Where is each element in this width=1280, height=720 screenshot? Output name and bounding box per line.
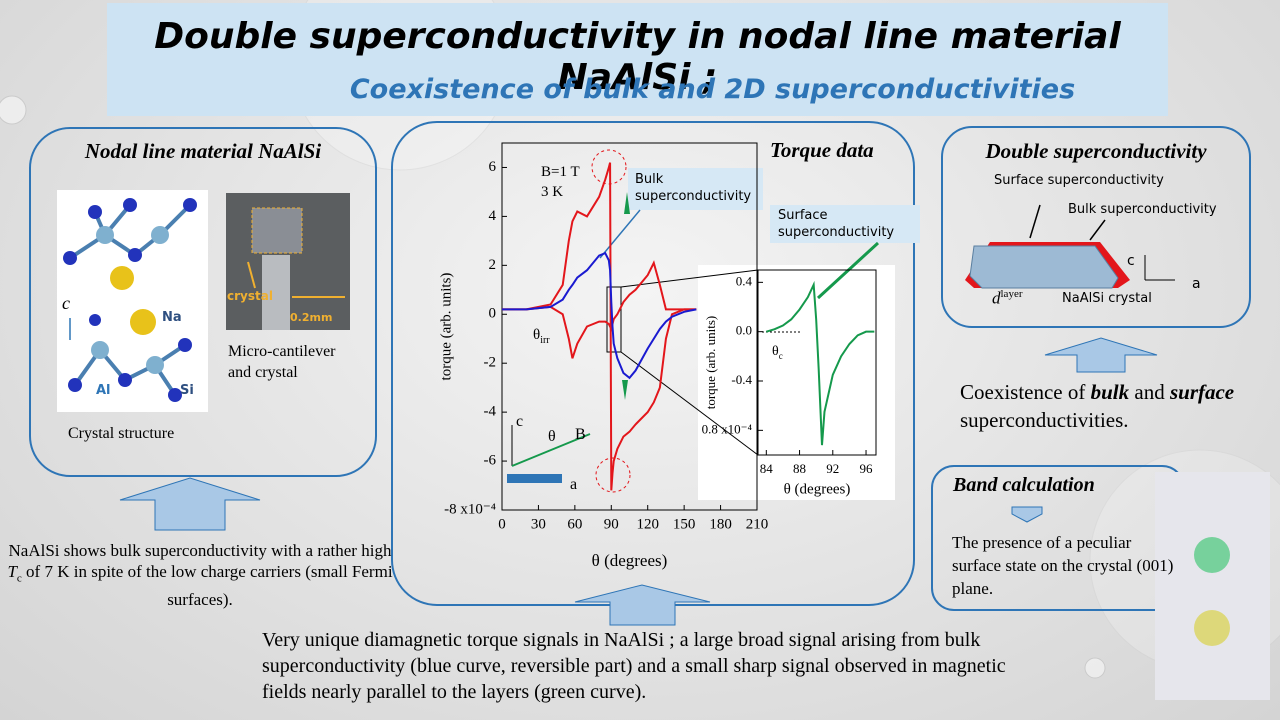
text: d bbox=[992, 288, 1001, 308]
panel-title: Torque data bbox=[770, 138, 874, 162]
y-tick-label: 4 bbox=[489, 208, 497, 224]
text: c bbox=[778, 350, 783, 361]
y-tick-label: 0.0 bbox=[736, 323, 752, 338]
arrow bbox=[574, 584, 711, 626]
text: superconductivities. bbox=[960, 408, 1129, 432]
y-tick-label: 0.4 bbox=[736, 273, 753, 288]
arrow bbox=[119, 477, 261, 531]
annotation: 3 K bbox=[541, 184, 564, 200]
annotation: B=1 T bbox=[541, 164, 580, 180]
annotation: θirr bbox=[533, 327, 550, 346]
subtitle: Coexistence of bulk and 2D superconducti… bbox=[349, 74, 1076, 105]
label: NaAlSi crystal bbox=[1062, 291, 1152, 306]
arrow bbox=[1011, 506, 1043, 523]
inset-box bbox=[698, 265, 895, 500]
text: and bbox=[1129, 380, 1170, 404]
text: irr bbox=[540, 335, 550, 346]
x-tick-label: 84 bbox=[760, 461, 774, 476]
y-tick-label: -6 bbox=[484, 453, 497, 469]
text: layer bbox=[1000, 288, 1023, 300]
text: θ bbox=[533, 327, 541, 343]
note: NaAlSi shows bulk superconductivity with… bbox=[5, 540, 395, 610]
annotation: θc bbox=[772, 344, 783, 361]
label: Na bbox=[162, 310, 182, 325]
annotation: Bulk superconductivity bbox=[635, 172, 752, 204]
label: θ bbox=[548, 428, 556, 445]
y-tick-label: -8 x10⁻⁴ bbox=[444, 501, 496, 517]
x-tick-label: 120 bbox=[636, 516, 659, 532]
arrow bbox=[1044, 337, 1158, 373]
panel-title: Double superconductivity bbox=[985, 139, 1207, 163]
label: c bbox=[1127, 253, 1135, 269]
y-tick-label: -4 bbox=[484, 404, 497, 420]
label: Bulk superconductivity bbox=[1068, 202, 1217, 217]
label: Al bbox=[96, 383, 111, 398]
x-tick-label: 88 bbox=[793, 461, 806, 476]
annotation: Surface superconductivity bbox=[778, 208, 895, 240]
x-tick-label: 90 bbox=[604, 516, 619, 532]
text: c bbox=[16, 572, 22, 585]
y-tick-label: -0.4 bbox=[731, 372, 752, 387]
plot-frame bbox=[501, 142, 758, 511]
x-axis-label: θ (degrees) bbox=[784, 481, 851, 497]
text: T bbox=[7, 562, 17, 581]
label: crystal bbox=[227, 289, 273, 303]
text: of 7 K in spite of the low charge carrie… bbox=[21, 562, 393, 610]
text: bulk bbox=[1090, 380, 1130, 404]
note: Very unique diamagnetic torque signals i… bbox=[262, 629, 1006, 703]
line bbox=[502, 260, 697, 359]
x-tick-label: 92 bbox=[826, 461, 839, 476]
label: a bbox=[570, 476, 578, 493]
band-image bbox=[1155, 472, 1270, 700]
x-tick-label: 210 bbox=[746, 516, 769, 532]
label: Surface superconductivity bbox=[994, 173, 1164, 188]
text: Coexistence of bbox=[960, 380, 1091, 404]
line bbox=[502, 162, 697, 491]
line bbox=[502, 251, 697, 380]
x-tick-label: 0 bbox=[498, 516, 506, 532]
y-tick-label: 0.8 x10⁻⁴ bbox=[702, 421, 753, 436]
y-tick-label: 2 bbox=[489, 257, 497, 273]
text: NaAlSi shows bulk superconductivity with… bbox=[8, 541, 392, 560]
label: Si bbox=[180, 383, 194, 398]
text: surface bbox=[1169, 380, 1235, 404]
x-tick-label: 30 bbox=[531, 516, 546, 532]
label: c bbox=[62, 293, 70, 313]
x-tick-label: 180 bbox=[709, 516, 732, 532]
note: Coexistence of bulk and surface supercon… bbox=[960, 378, 1260, 434]
title-box bbox=[107, 3, 1168, 116]
text: The presence of a peculiar surface state… bbox=[952, 533, 1174, 598]
y-axis-label: torque (arb. units) bbox=[438, 273, 454, 381]
label: B bbox=[575, 426, 586, 443]
atoms bbox=[63, 198, 197, 402]
panel-title: Nodal line material NaAlSi bbox=[84, 139, 322, 163]
caption: Crystal structure bbox=[68, 425, 175, 442]
x-axis-label: θ (degrees) bbox=[592, 551, 668, 570]
y-tick-label: -2 bbox=[484, 355, 497, 371]
y-axis-label: torque (arb. units) bbox=[703, 316, 718, 410]
plot-frame bbox=[757, 269, 877, 456]
right-panel bbox=[941, 126, 1251, 328]
label: a bbox=[1192, 276, 1201, 292]
line bbox=[766, 280, 875, 446]
label: 0.2mm bbox=[290, 311, 333, 324]
y-tick-label: 6 bbox=[489, 159, 497, 175]
label: c bbox=[516, 413, 524, 430]
caption: Micro-cantilever and crystal bbox=[228, 343, 336, 381]
title: Double superconductivity in nodal line m… bbox=[154, 16, 1121, 98]
x-tick-label: 96 bbox=[860, 461, 874, 476]
text: θ bbox=[772, 344, 779, 359]
left-panel bbox=[29, 127, 377, 477]
x-tick-label: 60 bbox=[567, 516, 582, 532]
y-tick-label: 0 bbox=[489, 306, 497, 322]
panel-title: Band calculation bbox=[953, 474, 1095, 496]
label: dlayer bbox=[992, 288, 1022, 309]
x-tick-label: 150 bbox=[673, 516, 696, 532]
